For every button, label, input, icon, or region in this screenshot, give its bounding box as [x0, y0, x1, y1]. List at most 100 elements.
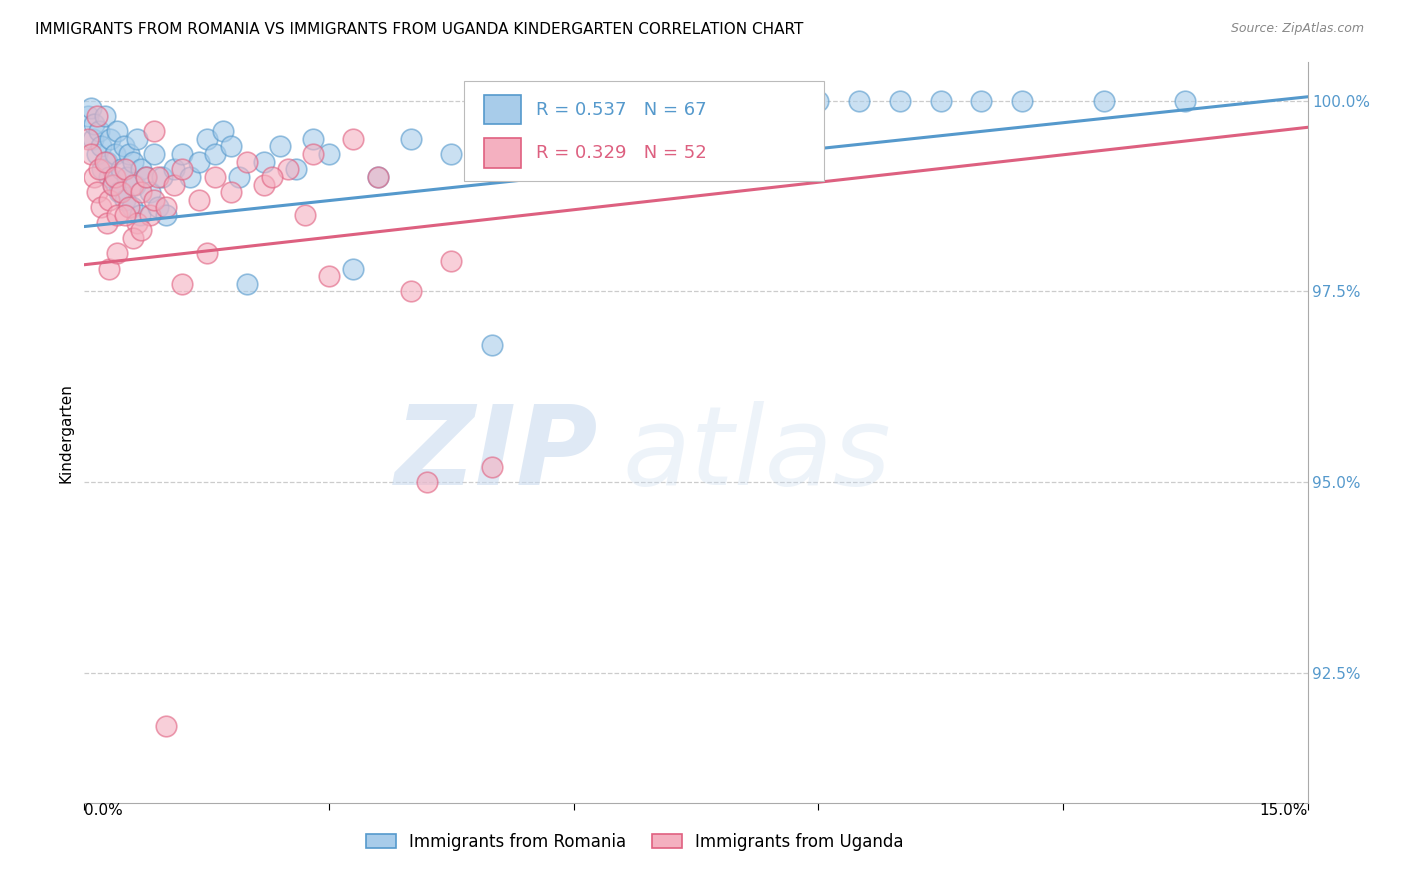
- Text: atlas: atlas: [623, 401, 891, 508]
- Point: [195, 246, 218, 260]
- Point: [766, 94, 789, 108]
- Point: [1011, 94, 1033, 108]
- Point: [219, 139, 242, 153]
- Point: [96, 154, 118, 169]
- Text: Source: ZipAtlas.com: Source: ZipAtlas.com: [1230, 22, 1364, 36]
- Point: [342, 132, 364, 146]
- Point: [112, 139, 135, 153]
- Point: [187, 154, 209, 169]
- Point: [399, 132, 422, 146]
- Point: [142, 193, 165, 207]
- Point: [269, 139, 291, 153]
- Point: [889, 94, 911, 108]
- Point: [172, 147, 194, 161]
- Point: [440, 253, 463, 268]
- Point: [155, 208, 177, 222]
- Point: [118, 201, 141, 215]
- Point: [294, 208, 316, 222]
- Point: [96, 216, 118, 230]
- Point: [86, 185, 108, 199]
- Point: [301, 132, 323, 146]
- Point: [118, 147, 141, 161]
- Point: [253, 154, 276, 169]
- Point: [172, 162, 194, 177]
- Point: [80, 147, 103, 161]
- Point: [807, 94, 830, 108]
- Point: [163, 162, 186, 177]
- Point: [522, 124, 544, 138]
- Point: [105, 246, 128, 260]
- Point: [114, 193, 136, 207]
- Point: [124, 178, 146, 192]
- Point: [107, 185, 129, 199]
- Text: 0.0%: 0.0%: [84, 803, 124, 818]
- Point: [399, 285, 422, 299]
- Point: [90, 201, 112, 215]
- Point: [97, 193, 120, 207]
- Point: [77, 132, 100, 146]
- Point: [187, 193, 209, 207]
- Point: [121, 201, 143, 215]
- Point: [122, 178, 145, 192]
- Text: ZIP: ZIP: [395, 401, 598, 508]
- Point: [155, 719, 177, 733]
- Point: [83, 169, 105, 184]
- Point: [128, 208, 150, 222]
- Point: [87, 162, 110, 177]
- Point: [440, 147, 463, 161]
- Point: [212, 124, 235, 138]
- Point: [115, 169, 138, 184]
- Point: [97, 261, 120, 276]
- Point: [236, 277, 259, 291]
- Point: [367, 169, 389, 184]
- Point: [725, 94, 748, 108]
- Point: [236, 154, 259, 169]
- Point: [104, 169, 127, 184]
- Point: [929, 94, 952, 108]
- Point: [77, 109, 100, 123]
- Point: [127, 216, 149, 230]
- Point: [86, 147, 108, 161]
- Point: [228, 169, 250, 184]
- Bar: [484, 95, 522, 125]
- Point: [110, 185, 132, 199]
- Point: [127, 132, 149, 146]
- Text: 15.0%: 15.0%: [1260, 803, 1308, 818]
- Point: [318, 147, 340, 161]
- Point: [481, 460, 503, 475]
- Point: [101, 178, 124, 192]
- Point: [627, 154, 650, 169]
- FancyBboxPatch shape: [464, 81, 824, 181]
- Text: IMMIGRANTS FROM ROMANIA VS IMMIGRANTS FROM UGANDA KINDERGARTEN CORRELATION CHART: IMMIGRANTS FROM ROMANIA VS IMMIGRANTS FR…: [35, 22, 803, 37]
- Point: [105, 124, 128, 138]
- Text: R = 0.537   N = 67: R = 0.537 N = 67: [536, 101, 706, 119]
- Point: [172, 277, 194, 291]
- Legend: Immigrants from Romania, Immigrants from Uganda: Immigrants from Romania, Immigrants from…: [360, 826, 910, 857]
- Point: [204, 169, 226, 184]
- Point: [848, 94, 870, 108]
- Point: [301, 147, 323, 161]
- Point: [146, 169, 169, 184]
- Point: [87, 124, 110, 138]
- Point: [253, 178, 276, 192]
- Point: [342, 261, 364, 276]
- Point: [91, 162, 114, 177]
- Point: [138, 185, 160, 199]
- Point: [142, 124, 165, 138]
- Point: [100, 132, 122, 146]
- Point: [80, 101, 103, 115]
- Point: [367, 169, 389, 184]
- Point: [685, 94, 707, 108]
- Point: [114, 208, 136, 222]
- Text: R = 0.329   N = 52: R = 0.329 N = 52: [536, 145, 706, 162]
- Point: [101, 178, 124, 192]
- Point: [131, 223, 153, 237]
- Bar: [484, 138, 522, 168]
- Point: [131, 185, 153, 199]
- Point: [481, 338, 503, 352]
- Point: [195, 132, 218, 146]
- Point: [204, 147, 226, 161]
- Point: [970, 94, 993, 108]
- Point: [83, 116, 105, 130]
- Point: [82, 132, 104, 146]
